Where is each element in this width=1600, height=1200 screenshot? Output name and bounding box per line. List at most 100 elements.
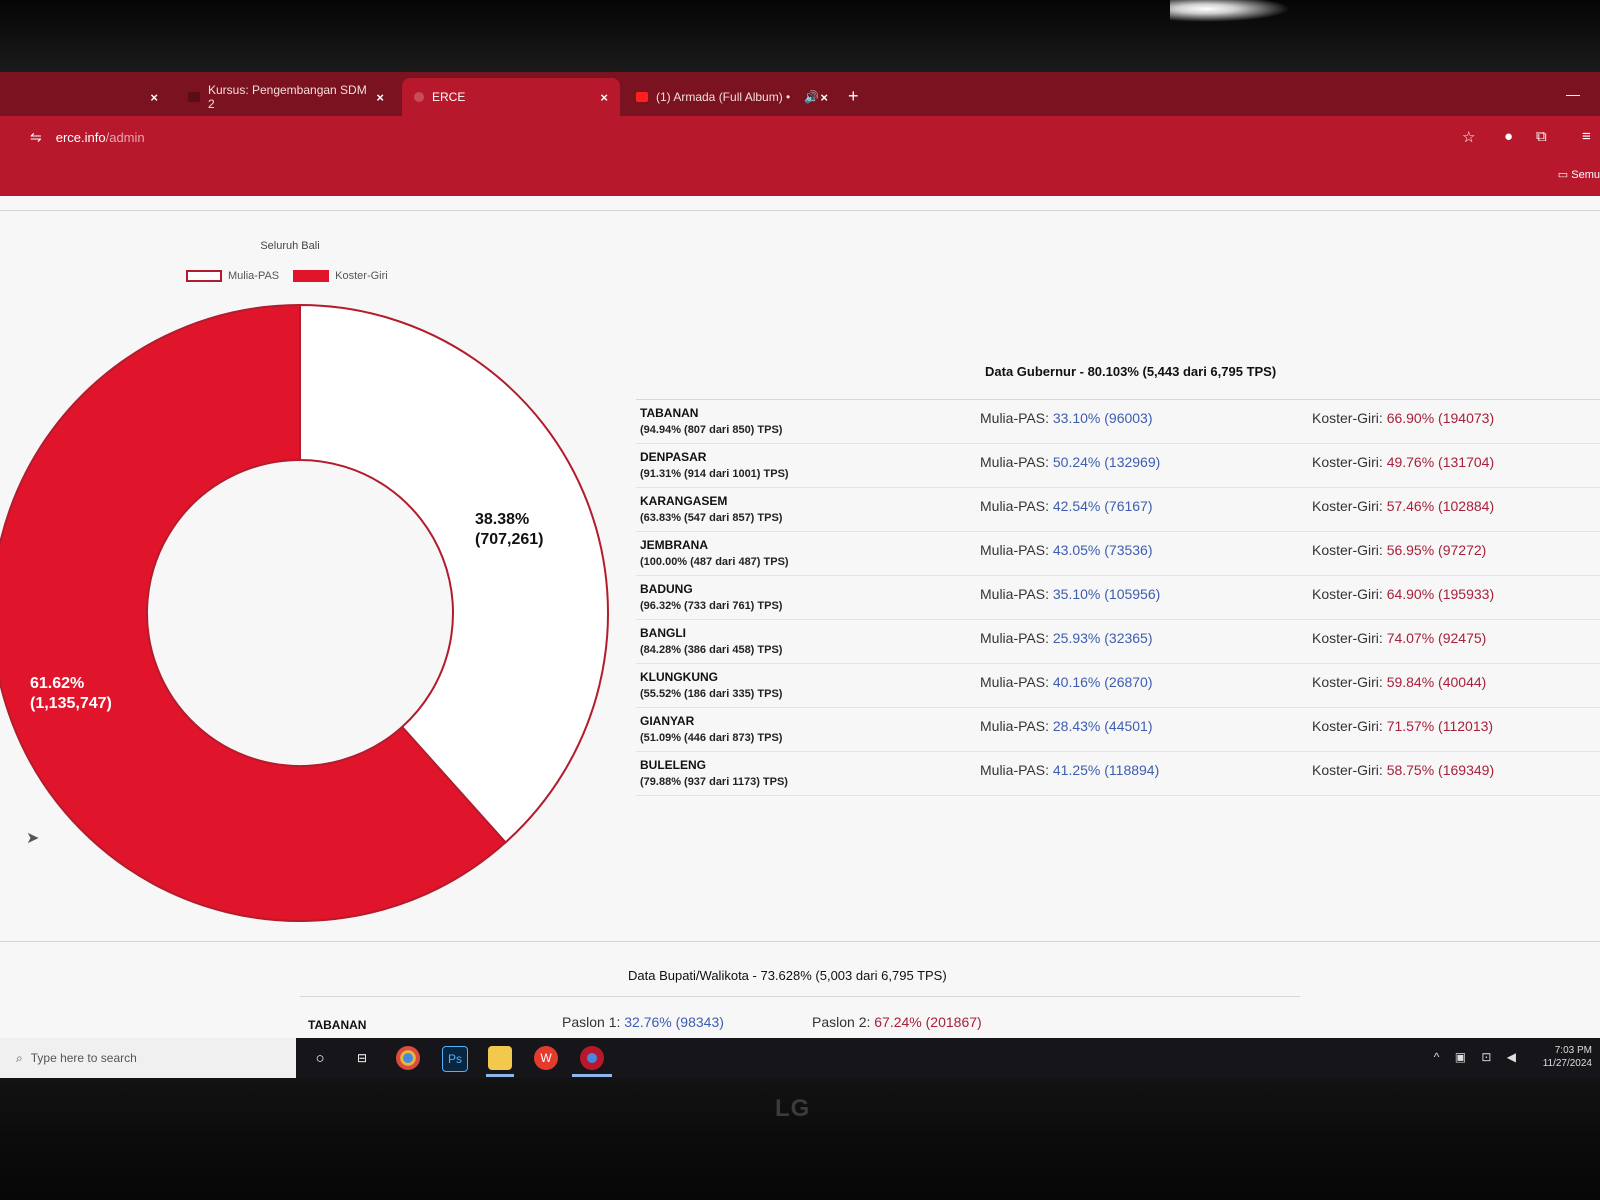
bookmark-folder[interactable]: ▭ Semu [1557, 169, 1600, 181]
koster-giri-result: Koster-Giri: 66.90% (194073) [1312, 410, 1494, 426]
region-name: BANGLI [640, 626, 686, 640]
koster-giri-value: 58.75% (169349) [1386, 762, 1495, 778]
minimize-icon[interactable]: — [1566, 86, 1580, 102]
region-name: DENPASAR [640, 450, 707, 464]
mulia-pas-result: Mulia-PAS: 28.43% (44501) [980, 718, 1153, 734]
close-icon[interactable]: × [150, 89, 158, 105]
mulia-pas-label: Mulia-PAS: [980, 762, 1053, 778]
koster-giri-result: Koster-Giri: 57.46% (102884) [1312, 498, 1494, 514]
clock[interactable]: 7:03 PM 11/27/2024 [1543, 1044, 1592, 1070]
active-indicator [572, 1074, 612, 1077]
youtube-icon [636, 92, 648, 102]
menu-icon[interactable]: ≡ [1582, 128, 1591, 145]
mulia-pas-label: Mulia-PAS: [980, 674, 1053, 690]
table-row: KARANGASEM (63.83% (547 dari 857) TPS) Mul… [636, 488, 1600, 532]
koster-giri-value: 71.57% (112013) [1386, 718, 1494, 734]
region-name: BULELENG [640, 758, 706, 772]
close-icon[interactable]: × [600, 89, 608, 105]
mulia-pas-value: 35.10% (105956) [1052, 586, 1161, 602]
paslon-2-value: 67.24% (201867) [874, 1014, 982, 1030]
monitor-bezel-top [0, 0, 1600, 72]
slice-label-koster-giri: 61.62% (1,135,747) [30, 674, 112, 714]
search-placeholder: Type here to search [30, 1051, 137, 1065]
site-settings-icon[interactable]: ⇋ [30, 128, 42, 145]
task-view-icon[interactable]: ⊟ [356, 1051, 368, 1065]
koster-giri-value: 49.76% (131704) [1386, 454, 1495, 470]
mouse-cursor-icon: ➤ [26, 830, 40, 847]
legend-swatch-koster-giri[interactable] [293, 270, 330, 282]
legend-label-koster-giri: Koster-Giri [335, 270, 388, 282]
tab-armada[interactable]: (1) Armada (Full Album) • 🔊 × [624, 78, 840, 116]
tps-progress: (51.09% (446 dari 873) TPS) [640, 732, 783, 744]
mulia-pas-result: Mulia-PAS: 43.05% (73536) [980, 542, 1153, 558]
paslon-1-result: Paslon 1: 32.76% (98343) [562, 1014, 724, 1030]
region-name: KARANGASEM [640, 494, 728, 508]
mulia-pas-value: 42.54% (76167) [1052, 498, 1153, 514]
mulia-pas-result: Mulia-PAS: 40.16% (26870) [980, 674, 1153, 690]
chrome-profile-icon[interactable] [580, 1046, 604, 1070]
system-tray-icons[interactable]: ^ ▣ ⊡ ◀ [1433, 1050, 1522, 1064]
mulia-pas-label: Mulia-PAS: [980, 498, 1053, 514]
mulia-pas-label: Mulia-PAS: [980, 454, 1053, 470]
koster-giri-value: 64.90% (195933) [1386, 586, 1495, 602]
mulia-pas-result: Mulia-PAS: 25.93% (32365) [980, 630, 1153, 646]
globe-icon [414, 92, 424, 102]
koster-giri-value: 57.46% (102884) [1386, 498, 1495, 514]
table-row: JEMBRANA (100.00% (487 dari 487) TPS) Muli… [636, 532, 1600, 576]
tps-progress: (100.00% (487 dari 487) TPS) [640, 556, 789, 568]
koster-giri-label: Koster-Giri: [1312, 762, 1387, 778]
koster-giri-result: Koster-Giri: 64.90% (195933) [1312, 586, 1494, 602]
tab-kursus[interactable]: Kursus: Pengembangan SDM 2 × [176, 78, 396, 116]
koster-giri-label: Koster-Giri: [1312, 630, 1387, 646]
chrome-icon[interactable] [396, 1046, 420, 1070]
koster-giri-result: Koster-Giri: 71.57% (112013) [1312, 718, 1493, 734]
monitor-bezel-bottom [0, 1078, 1600, 1200]
mulia-pas-value: 40.16% (26870) [1052, 674, 1153, 690]
bupati-row: TABANAN Paslon 1: 32.76% (98343) Paslon … [308, 1014, 1308, 1044]
slice-value: (1,135,747) [30, 695, 112, 712]
address-bar: ⇋ erce.info/admin ☆ ● ⧉ ≡ [0, 116, 1600, 158]
tps-progress: (96.32% (733 dari 761) TPS) [640, 600, 783, 612]
koster-giri-result: Koster-Giri: 58.75% (169349) [1312, 762, 1494, 778]
koster-giri-label: Koster-Giri: [1312, 454, 1387, 470]
paslon-1-label: Paslon 1: [562, 1014, 625, 1030]
table-row: DENPASAR (91.31% (914 dari 1001) TPS) Muli… [636, 444, 1600, 488]
region-name: TABANAN [640, 406, 699, 420]
slice-label-mulia-pas: 38.38% (707,261) [475, 510, 544, 550]
url-field[interactable]: ⇋ erce.info/admin [30, 124, 145, 150]
region-name: BADUNG [640, 582, 693, 596]
wps-icon[interactable]: W [534, 1046, 558, 1070]
table-row: BADUNG (96.32% (733 dari 761) TPS) Mulia-P… [636, 576, 1600, 620]
koster-giri-label: Koster-Giri: [1312, 674, 1387, 690]
legend-swatch-mulia-pas[interactable] [186, 270, 222, 282]
tab-bar: × Kursus: Pengembangan SDM 2 × ERCE × (1… [0, 72, 1600, 116]
tab-previous[interactable]: × [0, 78, 170, 116]
mulia-pas-value: 33.10% (96003) [1052, 410, 1153, 426]
url-path: /admin [105, 129, 145, 145]
legend-label-mulia-pas: Mulia-PAS [228, 270, 280, 282]
page-icon [188, 92, 200, 102]
mulia-pas-label: Mulia-PAS: [980, 542, 1053, 558]
koster-giri-value: 66.90% (194073) [1386, 410, 1495, 426]
file-explorer-icon[interactable] [488, 1046, 512, 1070]
cortana-icon[interactable]: ○ [315, 1049, 325, 1067]
tab-erce[interactable]: ERCE × [402, 78, 620, 116]
new-tab-button[interactable]: + [848, 86, 859, 106]
bookmark-star-icon[interactable]: ☆ [1462, 129, 1476, 146]
region-name: TABANAN [308, 1018, 367, 1032]
close-icon[interactable]: × [820, 89, 828, 105]
donut-slice-koster-giri[interactable] [0, 303, 507, 922]
extensions-icon[interactable]: ⧉ [1536, 128, 1547, 145]
extension-dot-icon[interactable]: ● [1504, 128, 1514, 145]
koster-giri-label: Koster-Giri: [1312, 498, 1387, 514]
close-icon[interactable]: × [376, 89, 384, 105]
audio-icon[interactable]: 🔊 [804, 90, 820, 104]
gubernur-table: TABANAN (94.94% (807 dari 850) TPS) Mulia-… [636, 399, 1600, 796]
screen: × Kursus: Pengembangan SDM 2 × ERCE × (1… [0, 72, 1600, 1078]
taskbar-search[interactable]: ⌕ Type here to search [0, 1038, 296, 1078]
koster-giri-value: 59.84% (40044) [1386, 674, 1487, 690]
table-row: BANGLI (84.28% (386 dari 458) TPS) Mulia-P… [636, 620, 1600, 664]
donut-slice-mulia-pas[interactable] [299, 303, 609, 844]
divider [0, 210, 1600, 211]
photoshop-icon[interactable]: Ps [442, 1046, 468, 1072]
